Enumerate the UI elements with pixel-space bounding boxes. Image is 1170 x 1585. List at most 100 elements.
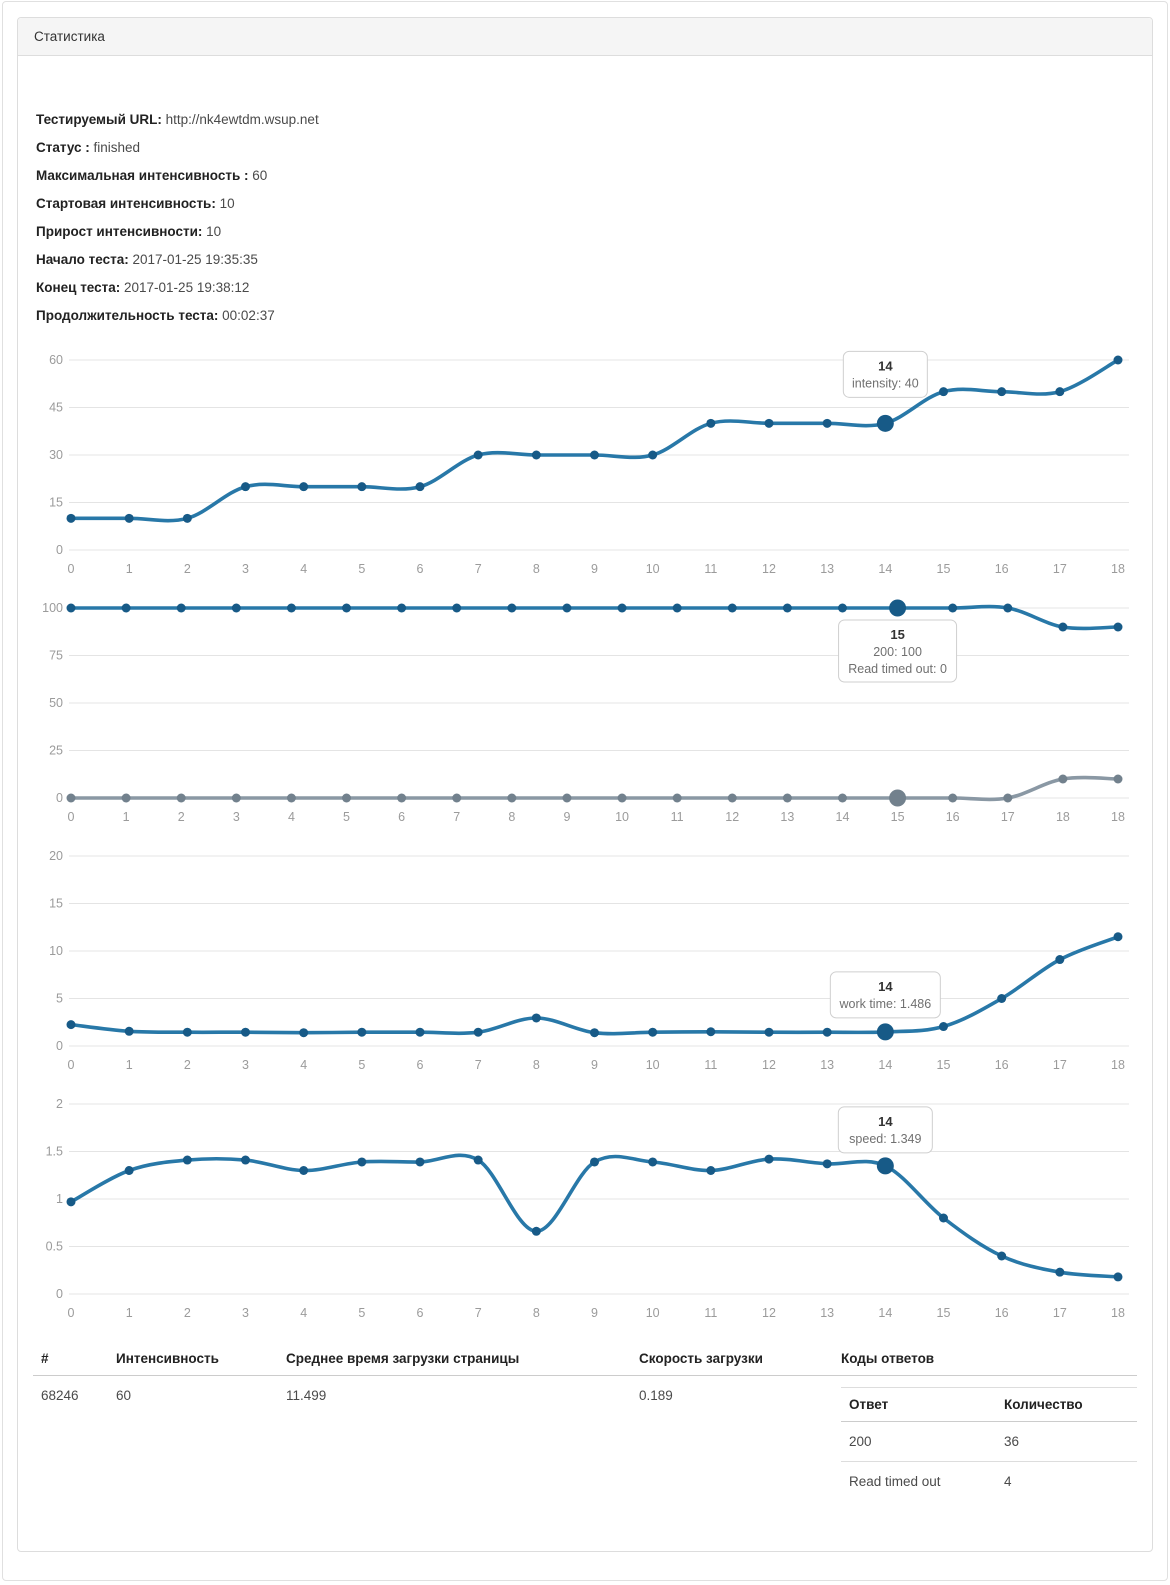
data-point[interactable] <box>121 793 131 803</box>
data-point[interactable] <box>648 450 658 460</box>
data-point[interactable] <box>1058 622 1068 632</box>
data-point[interactable] <box>452 603 462 613</box>
highlighted-data-point[interactable] <box>876 1157 894 1175</box>
data-point[interactable] <box>507 793 517 803</box>
data-point[interactable] <box>182 513 192 523</box>
data-point[interactable] <box>473 1027 483 1037</box>
data-point[interactable] <box>1113 774 1123 784</box>
data-point[interactable] <box>997 387 1007 397</box>
data-point[interactable] <box>299 482 309 492</box>
data-point[interactable] <box>997 1251 1007 1261</box>
data-point[interactable] <box>286 603 296 613</box>
data-point[interactable] <box>1113 932 1123 942</box>
data-point[interactable] <box>286 793 296 803</box>
data-point[interactable] <box>299 1028 309 1038</box>
data-point[interactable] <box>1003 793 1013 803</box>
data-point[interactable] <box>1003 603 1013 613</box>
data-point[interactable] <box>590 1028 599 1038</box>
data-point[interactable] <box>415 1027 425 1037</box>
data-point[interactable] <box>782 603 792 613</box>
data-point[interactable] <box>415 1157 425 1167</box>
data-point[interactable] <box>66 513 76 523</box>
speed-plot[interactable]: 00.511.520 1 2 3 4 5 6 7 8 9 10 11 12 13 14 15 16 17 1814s… <box>33 1092 1139 1324</box>
data-point[interactable] <box>617 793 627 803</box>
data-point[interactable] <box>837 603 847 613</box>
highlighted-data-point[interactable] <box>889 599 907 617</box>
data-point[interactable] <box>727 793 737 803</box>
data-point[interactable] <box>948 793 958 803</box>
data-point[interactable] <box>66 603 76 613</box>
data-point[interactable] <box>452 793 462 803</box>
data-point[interactable] <box>590 1157 599 1167</box>
data-point[interactable] <box>672 793 682 803</box>
data-point[interactable] <box>1055 1267 1065 1277</box>
data-point[interactable] <box>66 1020 76 1030</box>
data-point[interactable] <box>66 793 76 803</box>
data-point[interactable] <box>1058 774 1068 784</box>
speed-chart[interactable]: 0 0.5 1 1.5 2 0 1 2 3 4 5 6 7 8 9 10 11 12 13 14 15 16 17 18 14 s… <box>33 1092 1137 1324</box>
data-point[interactable] <box>590 450 599 460</box>
data-point[interactable] <box>182 1027 192 1037</box>
data-point[interactable] <box>531 1013 541 1023</box>
data-point[interactable] <box>299 1166 309 1175</box>
data-point[interactable] <box>822 1159 832 1169</box>
data-point[interactable] <box>473 1155 483 1165</box>
data-point[interactable] <box>342 793 352 803</box>
data-point[interactable] <box>648 1157 658 1167</box>
data-point[interactable] <box>822 418 832 428</box>
data-point[interactable] <box>648 1027 658 1037</box>
data-point[interactable] <box>124 513 134 523</box>
data-point[interactable] <box>397 603 407 613</box>
data-point[interactable] <box>948 603 958 613</box>
data-point[interactable] <box>231 793 241 803</box>
data-point[interactable] <box>822 1027 832 1037</box>
work-time-chart[interactable]: 0 5 10 15 20 0 1 2 3 4 5 6 7 8 9 10 11 12 13 14 15 16 17 18 14 wo… <box>33 844 1137 1076</box>
data-point[interactable] <box>241 482 250 492</box>
data-point[interactable] <box>782 793 792 803</box>
data-point[interactable] <box>1055 955 1065 965</box>
data-point[interactable] <box>562 603 572 613</box>
data-point[interactable] <box>837 793 847 803</box>
data-point[interactable] <box>1113 355 1123 365</box>
data-point[interactable] <box>241 1027 250 1037</box>
data-point[interactable] <box>531 1226 541 1236</box>
data-point[interactable] <box>939 1213 948 1223</box>
response-codes-chart[interactable]: 0 25 50 75 100 0 1 2 3 4 5 6 7 8 9 10 11 12 13 14 15 16 17 18 18… <box>33 596 1137 828</box>
data-point[interactable] <box>1055 387 1065 397</box>
data-point[interactable] <box>342 603 352 613</box>
data-point[interactable] <box>357 1157 367 1167</box>
data-point[interactable] <box>764 418 774 428</box>
intensity-chart[interactable]: 0 15 30 45 60 0 1 2 3 4 5 6 7 8 9 10 11 12 13 14 15 16 17 18 14 i… <box>33 348 1137 580</box>
data-point[interactable] <box>1113 622 1123 632</box>
data-point[interactable] <box>706 418 716 428</box>
data-point[interactable] <box>764 1154 774 1164</box>
data-point[interactable] <box>562 793 572 803</box>
data-point[interactable] <box>124 1026 134 1036</box>
data-point[interactable] <box>507 603 517 613</box>
data-point[interactable] <box>706 1027 716 1037</box>
data-point[interactable] <box>66 1197 76 1207</box>
highlighted-data-point[interactable] <box>876 414 894 432</box>
data-point[interactable] <box>939 1022 948 1032</box>
data-point[interactable] <box>182 1155 192 1165</box>
data-point[interactable] <box>397 793 407 803</box>
data-point[interactable] <box>706 1166 716 1175</box>
data-point[interactable] <box>939 387 948 397</box>
data-point[interactable] <box>357 1027 367 1037</box>
data-point[interactable] <box>357 482 367 492</box>
data-point[interactable] <box>764 1027 774 1037</box>
data-point[interactable] <box>617 603 627 613</box>
data-point[interactable] <box>231 603 241 613</box>
data-point[interactable] <box>997 994 1007 1003</box>
data-point[interactable] <box>473 450 483 460</box>
data-point[interactable] <box>1113 1272 1123 1282</box>
data-point[interactable] <box>241 1155 250 1165</box>
data-point[interactable] <box>124 1166 134 1175</box>
data-point[interactable] <box>672 603 682 613</box>
data-point[interactable] <box>531 450 541 460</box>
data-point[interactable] <box>176 603 186 613</box>
highlighted-data-point[interactable] <box>889 789 907 807</box>
